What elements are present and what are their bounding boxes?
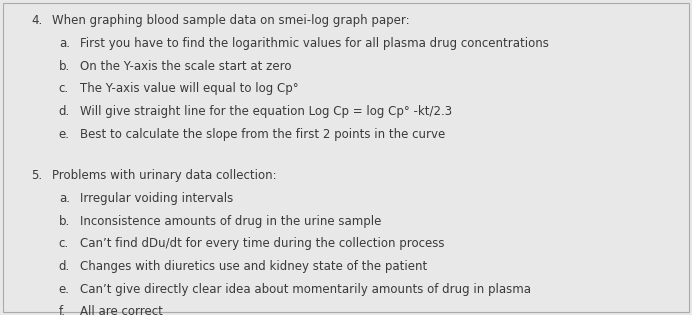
Text: e.: e. [59, 128, 70, 140]
Text: Irregular voiding intervals: Irregular voiding intervals [80, 192, 233, 205]
Text: d.: d. [59, 260, 70, 273]
Text: Best to calculate the slope from the first 2 points in the curve: Best to calculate the slope from the fir… [80, 128, 445, 140]
Text: 4.: 4. [31, 14, 42, 27]
Text: f.: f. [59, 305, 66, 315]
Text: Can’t find dDu/dt for every time during the collection process: Can’t find dDu/dt for every time during … [80, 237, 444, 250]
Text: First you have to find the logarithmic values for all plasma drug concentrations: First you have to find the logarithmic v… [80, 37, 549, 50]
Text: Inconsistence amounts of drug in the urine sample: Inconsistence amounts of drug in the uri… [80, 215, 381, 227]
Text: b.: b. [59, 60, 70, 72]
Text: 5.: 5. [31, 169, 42, 182]
Text: Problems with urinary data collection:: Problems with urinary data collection: [52, 169, 277, 182]
Text: The Y-axis value will equal to log Cp°: The Y-axis value will equal to log Cp° [80, 82, 298, 95]
Text: b.: b. [59, 215, 70, 227]
Text: c.: c. [59, 82, 69, 95]
Text: c.: c. [59, 237, 69, 250]
Text: Can’t give directly clear idea about momentarily amounts of drug in plasma: Can’t give directly clear idea about mom… [80, 283, 531, 295]
Text: Changes with diuretics use and kidney state of the patient: Changes with diuretics use and kidney st… [80, 260, 427, 273]
Text: Will give straight line for the equation Log Cp = log Cp° -kt/2.3: Will give straight line for the equation… [80, 105, 452, 118]
Text: e.: e. [59, 283, 70, 295]
Text: a.: a. [59, 192, 70, 205]
Text: a.: a. [59, 37, 70, 50]
Text: All are correct: All are correct [80, 305, 163, 315]
Text: When graphing blood sample data on smei-log graph paper:: When graphing blood sample data on smei-… [52, 14, 410, 27]
Text: d.: d. [59, 105, 70, 118]
Text: On the Y-axis the scale start at zero: On the Y-axis the scale start at zero [80, 60, 291, 72]
